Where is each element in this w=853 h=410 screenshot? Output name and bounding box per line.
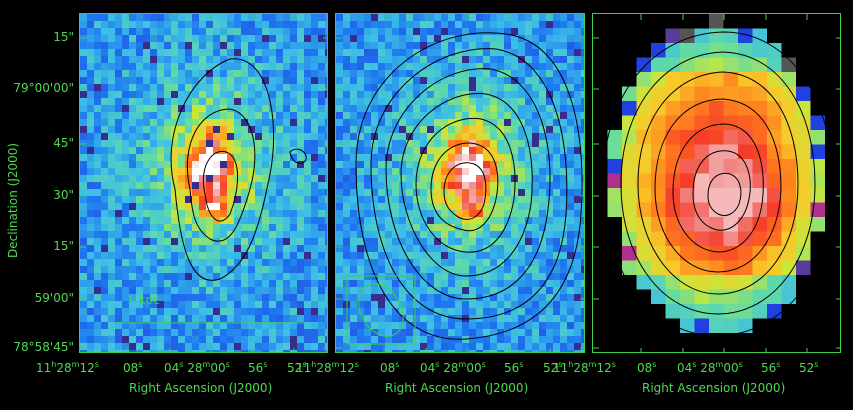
x-tick-label: 52s xyxy=(287,360,307,375)
x-tick-label: 56s xyxy=(761,360,781,375)
x-axis-title-2: Right Ascension (J2000) xyxy=(385,381,529,395)
beam-box xyxy=(346,275,416,345)
x-tick-label: 52s xyxy=(543,360,563,375)
panel-optical-contours-1 xyxy=(79,13,328,353)
y-tick-label: 79°00'00" xyxy=(13,81,74,95)
x-tick-label: 08s xyxy=(380,360,400,375)
scale-bar-label: 1 kpc xyxy=(127,293,160,307)
x-tick-label: 08s xyxy=(123,360,143,375)
axis-ticks xyxy=(336,14,584,352)
contour-lines xyxy=(602,31,834,337)
contour-lines xyxy=(355,32,583,340)
x-axis-title-3: Right Ascension (J2000) xyxy=(642,381,786,395)
pixel-grid xyxy=(336,14,584,352)
axis-ticks xyxy=(593,14,840,352)
image-panel-1 xyxy=(80,14,327,352)
axis-ticks xyxy=(80,14,327,352)
contour-lines xyxy=(170,58,307,281)
image-panel-3 xyxy=(593,14,840,352)
x-tick-label: 56s xyxy=(248,360,268,375)
x-tick-label: 04s 28m00s xyxy=(677,360,743,375)
panel-optical-contours-2 xyxy=(335,13,585,353)
x-tick-label: 04s 28m00s xyxy=(420,360,486,375)
x-tick-label: 08s xyxy=(637,360,657,375)
y-tick-label: 45" xyxy=(53,136,74,150)
y-tick-label: 78°58'45" xyxy=(13,340,74,354)
x-tick-label: 11h28m12s xyxy=(553,360,616,375)
x-axis-title-1: Right Ascension (J2000) xyxy=(129,381,273,395)
panel-velocity-map xyxy=(592,13,841,353)
y-tick-label: 30" xyxy=(53,188,74,202)
pixel-grid xyxy=(607,14,825,333)
pixel-grid xyxy=(80,14,327,352)
y-tick-label: 15" xyxy=(53,30,74,44)
x-tick-label: 52s xyxy=(799,360,819,375)
y-tick-label: 15" xyxy=(53,239,74,253)
y-tick-label: 59'00" xyxy=(34,291,74,305)
x-tick-label: 56s xyxy=(504,360,524,375)
x-tick-label: 04s 28m00s xyxy=(164,360,230,375)
image-panel-2 xyxy=(336,14,584,352)
x-tick-label: 11h28m12s xyxy=(36,360,99,375)
x-tick-label: 11h28m12s xyxy=(296,360,359,375)
beam-ellipse xyxy=(358,283,404,337)
